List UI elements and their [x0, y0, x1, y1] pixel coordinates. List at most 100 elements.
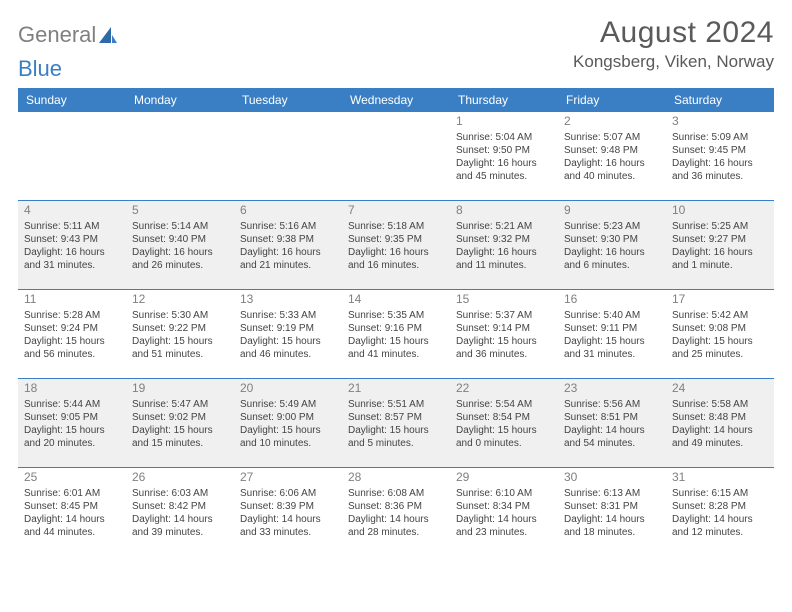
day-cell-27: 27Sunrise: 6:06 AMSunset: 8:39 PMDayligh…	[234, 468, 342, 556]
sunset-line: Sunset: 9:35 PM	[348, 233, 444, 246]
day-number: 9	[564, 203, 660, 219]
day-number: 12	[132, 292, 228, 308]
daylight-line: Daylight: 14 hours and 23 minutes.	[456, 513, 552, 539]
day-number: 27	[240, 470, 336, 486]
day-cell-9: 9Sunrise: 5:23 AMSunset: 9:30 PMDaylight…	[558, 201, 666, 289]
sunrise-line: Sunrise: 5:30 AM	[132, 309, 228, 322]
location: Kongsberg, Viken, Norway	[573, 52, 774, 72]
sunset-line: Sunset: 8:57 PM	[348, 411, 444, 424]
sunset-line: Sunset: 9:50 PM	[456, 144, 552, 157]
sunset-line: Sunset: 9:02 PM	[132, 411, 228, 424]
sunset-line: Sunset: 9:00 PM	[240, 411, 336, 424]
day-cell-16: 16Sunrise: 5:40 AMSunset: 9:11 PMDayligh…	[558, 290, 666, 378]
sunset-line: Sunset: 8:48 PM	[672, 411, 768, 424]
sunset-line: Sunset: 9:48 PM	[564, 144, 660, 157]
sunset-line: Sunset: 9:05 PM	[24, 411, 120, 424]
sunrise-line: Sunrise: 6:08 AM	[348, 487, 444, 500]
daylight-line: Daylight: 14 hours and 33 minutes.	[240, 513, 336, 539]
weekday-col-wednesday: Wednesday	[342, 88, 450, 112]
day-cell-26: 26Sunrise: 6:03 AMSunset: 8:42 PMDayligh…	[126, 468, 234, 556]
day-cell-7: 7Sunrise: 5:18 AMSunset: 9:35 PMDaylight…	[342, 201, 450, 289]
day-cell-30: 30Sunrise: 6:13 AMSunset: 8:31 PMDayligh…	[558, 468, 666, 556]
weekday-col-tuesday: Tuesday	[234, 88, 342, 112]
logo-word-general: General	[18, 22, 96, 48]
daylight-line: Daylight: 14 hours and 39 minutes.	[132, 513, 228, 539]
day-cell-31: 31Sunrise: 6:15 AMSunset: 8:28 PMDayligh…	[666, 468, 774, 556]
sunrise-line: Sunrise: 5:28 AM	[24, 309, 120, 322]
sunrise-line: Sunrise: 5:18 AM	[348, 220, 444, 233]
sunrise-line: Sunrise: 5:09 AM	[672, 131, 768, 144]
sunrise-line: Sunrise: 5:54 AM	[456, 398, 552, 411]
daylight-line: Daylight: 16 hours and 45 minutes.	[456, 157, 552, 183]
daylight-line: Daylight: 16 hours and 26 minutes.	[132, 246, 228, 272]
day-number: 10	[672, 203, 768, 219]
sunrise-line: Sunrise: 5:16 AM	[240, 220, 336, 233]
sunrise-line: Sunrise: 5:40 AM	[564, 309, 660, 322]
day-number: 17	[672, 292, 768, 308]
sunset-line: Sunset: 9:14 PM	[456, 322, 552, 335]
day-number: 2	[564, 114, 660, 130]
daylight-line: Daylight: 16 hours and 1 minute.	[672, 246, 768, 272]
day-cell-10: 10Sunrise: 5:25 AMSunset: 9:27 PMDayligh…	[666, 201, 774, 289]
day-number: 26	[132, 470, 228, 486]
daylight-line: Daylight: 14 hours and 54 minutes.	[564, 424, 660, 450]
daylight-line: Daylight: 16 hours and 11 minutes.	[456, 246, 552, 272]
empty-cell	[18, 112, 126, 200]
sunrise-line: Sunrise: 5:35 AM	[348, 309, 444, 322]
sunrise-line: Sunrise: 5:21 AM	[456, 220, 552, 233]
logo-word-blue: Blue	[18, 56, 62, 82]
daylight-line: Daylight: 15 hours and 36 minutes.	[456, 335, 552, 361]
sunset-line: Sunset: 9:16 PM	[348, 322, 444, 335]
weekday-col-sunday: Sunday	[18, 88, 126, 112]
sunset-line: Sunset: 9:19 PM	[240, 322, 336, 335]
sunrise-line: Sunrise: 5:51 AM	[348, 398, 444, 411]
daylight-line: Daylight: 15 hours and 51 minutes.	[132, 335, 228, 361]
day-number: 19	[132, 381, 228, 397]
day-cell-3: 3Sunrise: 5:09 AMSunset: 9:45 PMDaylight…	[666, 112, 774, 200]
day-number: 16	[564, 292, 660, 308]
day-number: 13	[240, 292, 336, 308]
sunset-line: Sunset: 9:38 PM	[240, 233, 336, 246]
sunrise-line: Sunrise: 5:14 AM	[132, 220, 228, 233]
sunset-line: Sunset: 9:43 PM	[24, 233, 120, 246]
daylight-line: Daylight: 15 hours and 20 minutes.	[24, 424, 120, 450]
day-number: 1	[456, 114, 552, 130]
sunrise-line: Sunrise: 5:33 AM	[240, 309, 336, 322]
day-number: 8	[456, 203, 552, 219]
sunrise-line: Sunrise: 5:58 AM	[672, 398, 768, 411]
day-cell-15: 15Sunrise: 5:37 AMSunset: 9:14 PMDayligh…	[450, 290, 558, 378]
daylight-line: Daylight: 15 hours and 31 minutes.	[564, 335, 660, 361]
daylight-line: Daylight: 14 hours and 49 minutes.	[672, 424, 768, 450]
day-number: 31	[672, 470, 768, 486]
day-cell-8: 8Sunrise: 5:21 AMSunset: 9:32 PMDaylight…	[450, 201, 558, 289]
calendar-page: General August 2024 Kongsberg, Viken, No…	[0, 0, 792, 566]
empty-cell	[342, 112, 450, 200]
day-cell-23: 23Sunrise: 5:56 AMSunset: 8:51 PMDayligh…	[558, 379, 666, 467]
daylight-line: Daylight: 16 hours and 40 minutes.	[564, 157, 660, 183]
day-cell-24: 24Sunrise: 5:58 AMSunset: 8:48 PMDayligh…	[666, 379, 774, 467]
sunset-line: Sunset: 8:39 PM	[240, 500, 336, 513]
weekday-col-friday: Friday	[558, 88, 666, 112]
daylight-line: Daylight: 14 hours and 12 minutes.	[672, 513, 768, 539]
daylight-line: Daylight: 15 hours and 25 minutes.	[672, 335, 768, 361]
daylight-line: Daylight: 14 hours and 28 minutes.	[348, 513, 444, 539]
sunrise-line: Sunrise: 6:13 AM	[564, 487, 660, 500]
daylight-line: Daylight: 15 hours and 41 minutes.	[348, 335, 444, 361]
sunset-line: Sunset: 8:34 PM	[456, 500, 552, 513]
day-cell-22: 22Sunrise: 5:54 AMSunset: 8:54 PMDayligh…	[450, 379, 558, 467]
day-number: 21	[348, 381, 444, 397]
sunset-line: Sunset: 9:40 PM	[132, 233, 228, 246]
day-number: 25	[24, 470, 120, 486]
sunset-line: Sunset: 8:51 PM	[564, 411, 660, 424]
daylight-line: Daylight: 16 hours and 6 minutes.	[564, 246, 660, 272]
day-number: 28	[348, 470, 444, 486]
day-cell-4: 4Sunrise: 5:11 AMSunset: 9:43 PMDaylight…	[18, 201, 126, 289]
sunset-line: Sunset: 8:36 PM	[348, 500, 444, 513]
sunrise-line: Sunrise: 5:49 AM	[240, 398, 336, 411]
weekday-col-monday: Monday	[126, 88, 234, 112]
weekday-col-thursday: Thursday	[450, 88, 558, 112]
daylight-line: Daylight: 15 hours and 56 minutes.	[24, 335, 120, 361]
day-cell-25: 25Sunrise: 6:01 AMSunset: 8:45 PMDayligh…	[18, 468, 126, 556]
daylight-line: Daylight: 15 hours and 15 minutes.	[132, 424, 228, 450]
day-number: 18	[24, 381, 120, 397]
